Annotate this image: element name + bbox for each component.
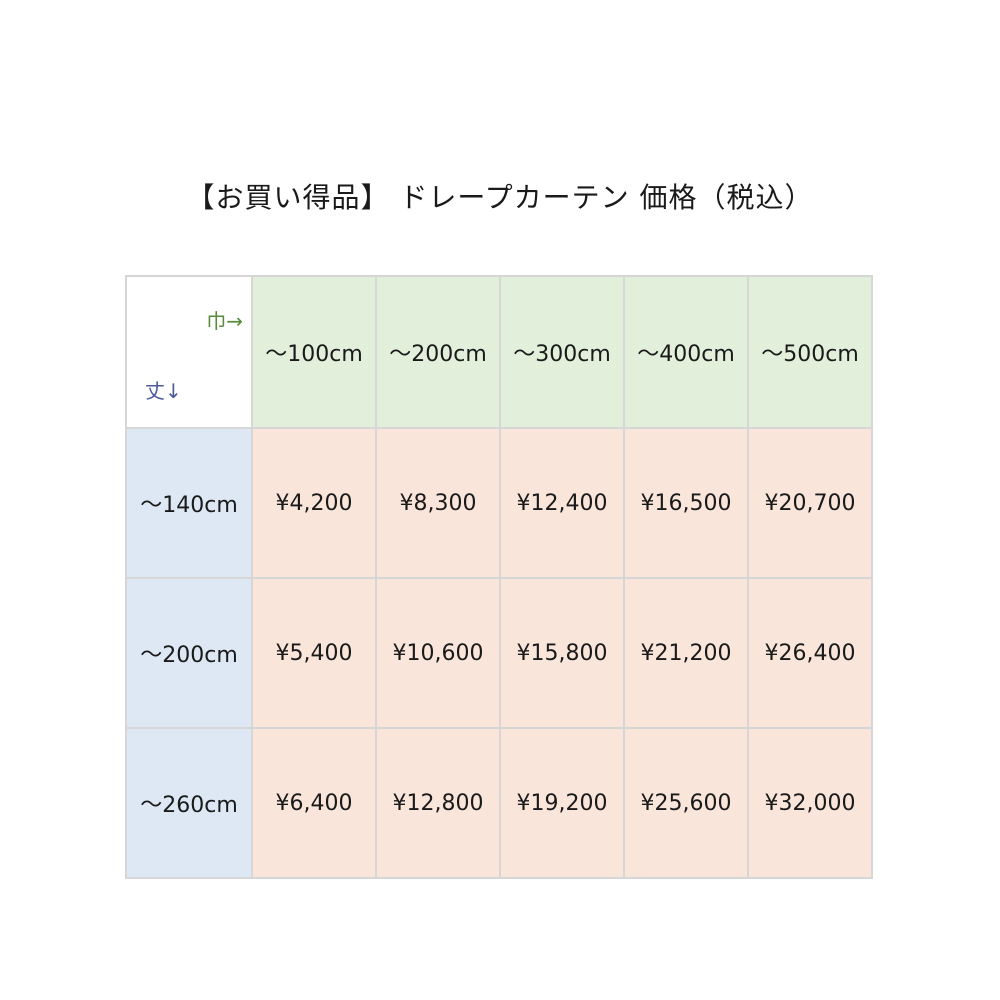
column-header: ～500cm: [747, 275, 873, 429]
column-header: ～400cm: [623, 275, 749, 429]
price-cell: ¥12,400: [499, 427, 625, 579]
price-cell: ¥4,200: [251, 427, 377, 579]
price-cell: ¥6,400: [251, 727, 377, 879]
price-cell: ¥25,600: [623, 727, 749, 879]
price-cell: ¥5,400: [251, 577, 377, 729]
row-header: ～260cm: [125, 727, 253, 879]
row-header: ～140cm: [125, 427, 253, 579]
price-table: 巾→ 丈↓ ～100cm ～200cm ～300cm ～400cm ～500cm…: [125, 275, 873, 879]
page-title: 【お買い得品】 ドレープカーテン 価格（税込）: [186, 181, 814, 214]
corner-cell: 巾→ 丈↓: [125, 275, 253, 429]
column-header: ～100cm: [251, 275, 377, 429]
price-cell: ¥32,000: [747, 727, 873, 879]
height-axis-label: 丈↓: [145, 379, 182, 403]
column-header: ～200cm: [375, 275, 501, 429]
table-row: ～200cm ¥5,400 ¥10,600 ¥15,800 ¥21,200 ¥2…: [125, 577, 873, 729]
price-cell: ¥8,300: [375, 427, 501, 579]
table-row: ～260cm ¥6,400 ¥12,800 ¥19,200 ¥25,600 ¥3…: [125, 727, 873, 879]
column-header: ～300cm: [499, 275, 625, 429]
price-cell: ¥16,500: [623, 427, 749, 579]
width-axis-label: 巾→: [206, 309, 243, 333]
price-cell: ¥10,600: [375, 577, 501, 729]
row-header: ～200cm: [125, 577, 253, 729]
price-cell: ¥26,400: [747, 577, 873, 729]
table-row: ～140cm ¥4,200 ¥8,300 ¥12,400 ¥16,500 ¥20…: [125, 427, 873, 579]
price-cell: ¥19,200: [499, 727, 625, 879]
table-header-row: 巾→ 丈↓ ～100cm ～200cm ～300cm ～400cm ～500cm: [125, 275, 873, 429]
price-cell: ¥15,800: [499, 577, 625, 729]
price-cell: ¥20,700: [747, 427, 873, 579]
price-cell: ¥21,200: [623, 577, 749, 729]
price-cell: ¥12,800: [375, 727, 501, 879]
